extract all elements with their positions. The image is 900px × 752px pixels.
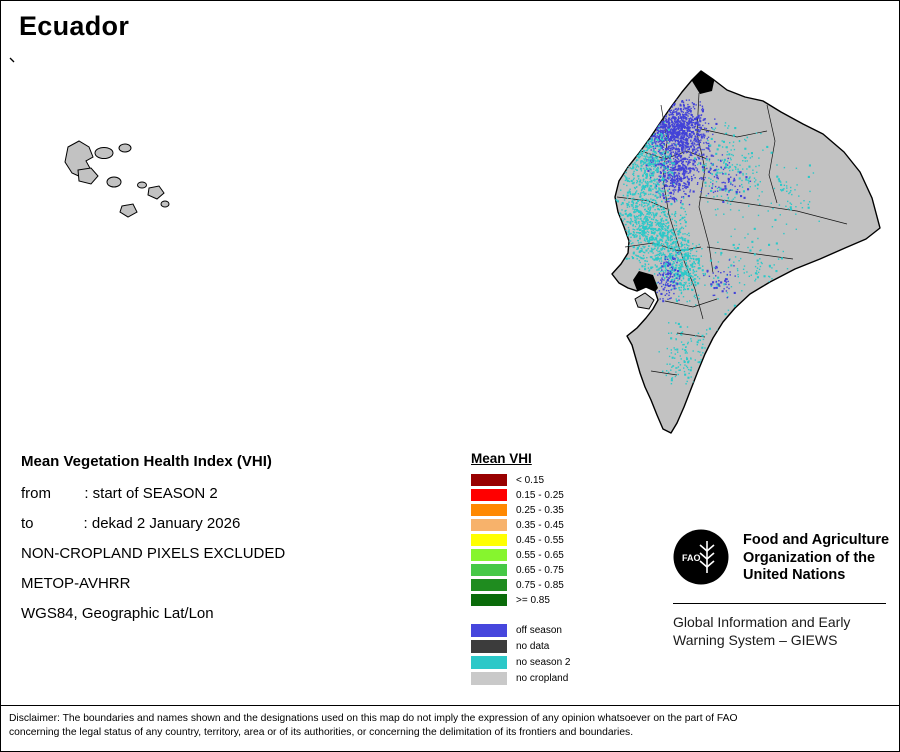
legend-row: 0.75 - 0.85	[471, 579, 571, 591]
legend-row: 0.15 - 0.25	[471, 489, 571, 501]
galapagos-islands	[64, 140, 170, 218]
legend-class-list: < 0.15 0.15 - 0.25 0.25 - 0.35 0.35 - 0.45 0…	[471, 474, 571, 606]
fao-block: FAO Food and Agriculture Organization of…	[673, 529, 889, 699]
legend-row: 0.25 - 0.35	[471, 504, 571, 516]
legend-swatch	[471, 624, 507, 637]
disclaimer-line-1: Disclaimer: The boundaries and names sho…	[9, 713, 738, 724]
map-info-block: Mean Vegetation Health Index (VHI) from …	[21, 453, 285, 635]
info-line-sensor: METOP-AVHRR	[21, 575, 131, 592]
legend-swatch	[471, 640, 507, 653]
legend-extra-list: off season no data no season 2 no cropland	[471, 624, 571, 685]
info-line-noncropland: NON-CROPLAND PIXELS EXCLUDED	[21, 545, 286, 562]
legend-label: 0.45 - 0.55	[516, 534, 564, 546]
vhi-pixels	[614, 98, 820, 388]
legend-label: < 0.15	[516, 474, 545, 486]
legend-label: 0.55 - 0.65	[516, 549, 564, 561]
giews-label: Global Information and Early Warning Sys…	[673, 614, 851, 648]
legend-row: >= 0.85	[471, 594, 571, 606]
legend-row: < 0.15	[471, 474, 571, 486]
legend-swatch	[471, 489, 507, 501]
legend-swatch	[471, 672, 507, 685]
fao-logo-text: FAO	[682, 553, 701, 563]
legend-label: no cropland	[516, 673, 569, 684]
legend-swatch	[471, 534, 507, 546]
ecuador-mainland	[611, 70, 881, 434]
legend-swatch	[471, 549, 507, 561]
vhi-heading: Mean Vegetation Health Index (VHI)	[21, 453, 272, 470]
legend-swatch	[471, 579, 507, 591]
legend: Mean VHI < 0.15 0.15 - 0.25 0.25 - 0.35 0.3…	[471, 451, 571, 688]
page-title: Ecuador	[19, 11, 130, 41]
legend-row: 0.35 - 0.45	[471, 519, 571, 531]
legend-row: no season 2	[471, 656, 571, 669]
legend-swatch	[471, 519, 507, 531]
legend-label: off season	[516, 625, 562, 636]
legend-swatch	[471, 564, 507, 576]
legend-swatch	[471, 504, 507, 516]
legend-label: 0.65 - 0.75	[516, 564, 564, 576]
fao-divider	[673, 603, 886, 604]
disclaimer: Disclaimer: The boundaries and names sho…	[1, 705, 899, 751]
legend-row: off season	[471, 624, 571, 637]
legend-swatch	[471, 594, 507, 606]
legend-title: Mean VHI	[471, 451, 532, 466]
fao-org-name: Food and Agriculture Organization of the…	[743, 532, 890, 583]
info-line-to: to : dekad 2 January 2026	[21, 515, 241, 532]
legend-swatch	[471, 474, 507, 486]
legend-label: no data	[516, 641, 550, 652]
info-line-projection: WGS84, Geographic Lat/Lon	[21, 605, 214, 622]
legend-swatch	[471, 656, 507, 669]
legend-label: 0.15 - 0.25	[516, 489, 564, 501]
legend-row: no cropland	[471, 672, 571, 685]
country-outline	[611, 70, 881, 434]
legend-label: >= 0.85	[516, 594, 550, 606]
legend-row: no data	[471, 640, 571, 653]
puna-island	[634, 292, 655, 310]
disclaimer-line-2: concerning the legal status of any count…	[9, 726, 634, 738]
legend-row: 0.65 - 0.75	[471, 564, 571, 576]
legend-label: 0.35 - 0.45	[516, 519, 564, 531]
legend-label: 0.75 - 0.85	[516, 579, 564, 591]
legend-label: no season 2	[516, 657, 571, 668]
no-data-areas	[618, 71, 715, 334]
info-line-from: from : start of SEASON 2	[21, 485, 218, 502]
legend-row: 0.55 - 0.65	[471, 549, 571, 561]
fao-logo: FAO	[673, 529, 729, 585]
province-borders	[616, 92, 848, 376]
small-islet	[9, 57, 15, 63]
legend-row: 0.45 - 0.55	[471, 534, 571, 546]
legend-label: 0.25 - 0.35	[516, 504, 564, 516]
